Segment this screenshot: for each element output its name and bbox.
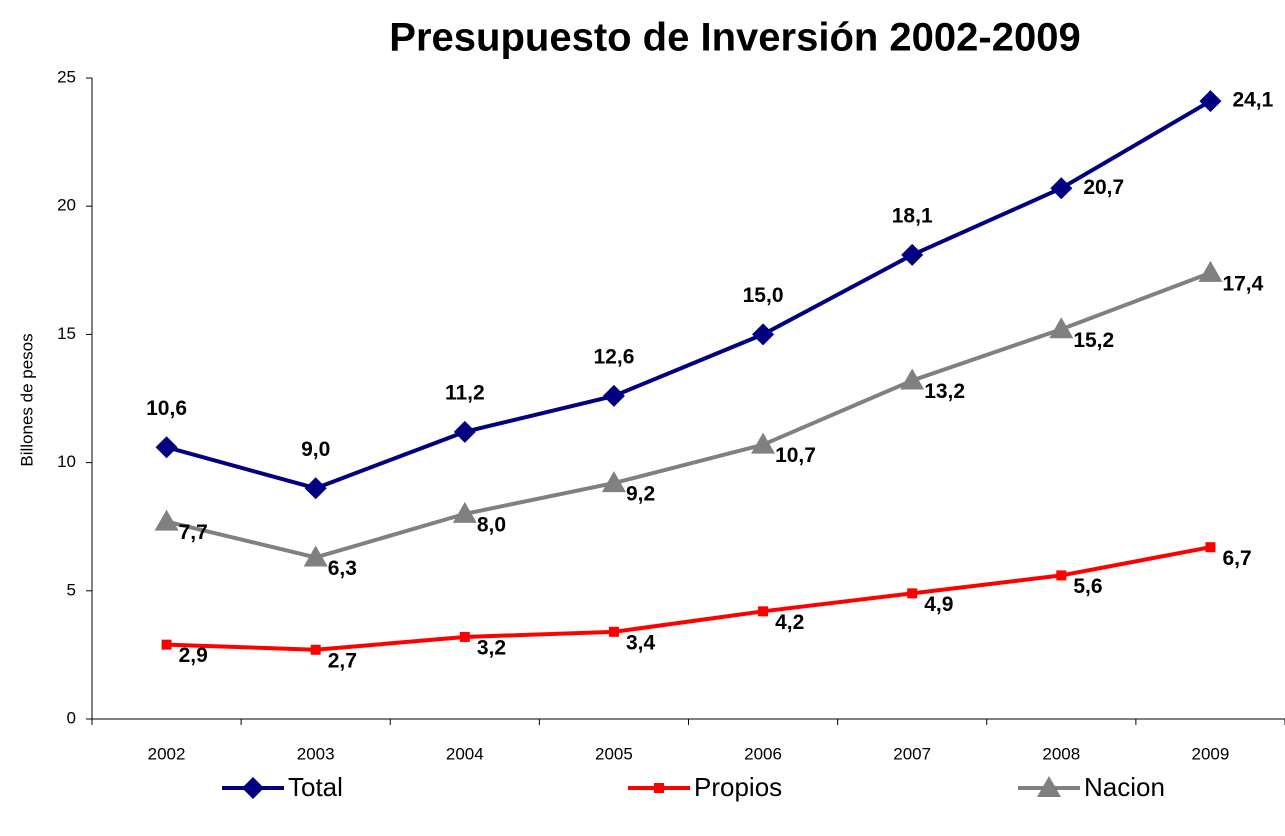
x-tick-label: 2008 — [1042, 744, 1080, 763]
data-label: 4,2 — [775, 611, 804, 634]
marker — [459, 631, 470, 642]
marker — [1050, 177, 1073, 200]
marker — [1198, 260, 1223, 282]
marker — [304, 477, 327, 500]
legend-label: Propios — [694, 772, 782, 802]
data-label: 9,0 — [301, 438, 330, 461]
y-tick-label: 10 — [57, 452, 76, 471]
data-label: 9,2 — [626, 483, 655, 506]
marker — [602, 384, 625, 407]
y-axis-label: Billones de pesos — [17, 333, 36, 466]
data-label: 8,0 — [477, 513, 506, 536]
data-label: 17,4 — [1222, 272, 1263, 295]
marker — [608, 626, 619, 637]
y-tick-label: 15 — [57, 324, 76, 343]
marker — [242, 777, 264, 799]
x-tick-label: 2003 — [297, 744, 335, 763]
marker — [155, 436, 178, 459]
marker — [452, 501, 477, 523]
marker — [310, 644, 321, 655]
legend-label: Nacion — [1084, 772, 1165, 802]
data-label: 20,7 — [1083, 176, 1124, 199]
data-label: 2,9 — [179, 644, 208, 667]
data-label: 5,6 — [1073, 575, 1102, 598]
data-label: 15,0 — [743, 284, 784, 307]
data-label: 2,7 — [328, 649, 357, 672]
data-label: 18,1 — [892, 204, 933, 227]
y-tick-label: 0 — [67, 708, 76, 727]
marker — [453, 420, 476, 443]
marker — [303, 545, 328, 567]
data-label: 6,7 — [1222, 547, 1251, 570]
data-label: 10,7 — [775, 444, 816, 467]
marker — [752, 323, 775, 346]
marker — [1199, 90, 1222, 113]
x-tick-label: 2006 — [744, 744, 782, 763]
data-label: 11,2 — [445, 381, 485, 404]
marker — [161, 639, 172, 650]
x-tick-label: 2002 — [148, 744, 186, 763]
marker — [1205, 542, 1216, 553]
data-label: 3,2 — [477, 636, 506, 659]
x-tick-label: 2009 — [1192, 744, 1230, 763]
data-label: 24,1 — [1232, 89, 1273, 112]
chart-title: Presupuesto de Inversión 2002-2009 — [389, 16, 1080, 60]
x-tick-label: 2007 — [893, 744, 931, 763]
series-line — [166, 545, 1211, 652]
x-tick-label: 2004 — [446, 744, 484, 763]
series-line — [166, 270, 1212, 560]
marker — [654, 783, 664, 793]
data-label: 10,6 — [146, 397, 187, 420]
marker — [1056, 570, 1067, 581]
marker — [154, 509, 179, 531]
marker — [901, 243, 924, 266]
data-label: 7,7 — [179, 521, 208, 544]
marker — [601, 471, 626, 493]
marker — [751, 432, 776, 454]
marker — [907, 588, 918, 599]
marker — [1037, 776, 1061, 797]
marker — [900, 368, 925, 390]
y-tick-label: 25 — [57, 67, 76, 86]
x-tick-label: 2005 — [595, 744, 633, 763]
data-label: 6,3 — [328, 557, 357, 580]
legend-label: Total — [288, 772, 343, 802]
data-label: 12,6 — [594, 345, 635, 368]
series-line — [166, 99, 1212, 491]
marker — [758, 606, 769, 617]
data-label: 15,2 — [1073, 329, 1114, 352]
data-label: 3,4 — [626, 631, 656, 654]
y-tick-label: 5 — [67, 580, 76, 599]
data-label: 4,9 — [924, 593, 953, 616]
data-label: 13,2 — [924, 380, 965, 403]
y-tick-label: 20 — [57, 196, 76, 215]
marker — [1049, 317, 1074, 339]
